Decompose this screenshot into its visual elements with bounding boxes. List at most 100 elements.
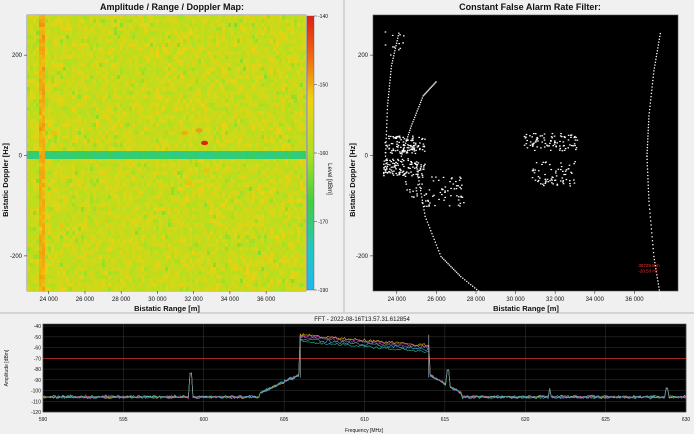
heatmap-cell [144, 191, 147, 195]
heatmap-cell [87, 143, 90, 147]
heatmap-cell [78, 103, 81, 107]
heatmap-cell [186, 191, 189, 195]
heatmap-cell [48, 111, 51, 115]
heatmap-cell [303, 135, 306, 139]
heatmap-cell [174, 127, 177, 131]
heatmap-cell [267, 147, 270, 151]
heatmap-cell [237, 223, 240, 227]
heatmap-cell [180, 111, 183, 115]
heatmap-cell [78, 15, 81, 19]
heatmap-cell [60, 91, 63, 95]
heatmap-cell [132, 191, 135, 195]
heatmap-cell [192, 211, 195, 215]
heatmap-cell [153, 155, 156, 159]
heatmap-cell [129, 99, 132, 103]
heatmap-cell [39, 203, 42, 207]
heatmap-cell [180, 191, 183, 195]
heatmap-cell [33, 131, 36, 135]
heatmap-cell [204, 175, 207, 179]
heatmap-cell [42, 215, 45, 219]
heatmap-cell [87, 127, 90, 131]
heatmap-cell [153, 83, 156, 87]
heatmap-cell [156, 159, 159, 163]
heatmap-cell [294, 31, 297, 35]
heatmap-cell [297, 63, 300, 67]
heatmap-cell [216, 227, 219, 231]
heatmap-cell [279, 127, 282, 131]
heatmap-cell [153, 151, 156, 155]
heatmap-cell [264, 147, 267, 151]
heatmap-cell [51, 39, 54, 43]
heatmap-cell [288, 95, 291, 99]
heatmap-cell [249, 171, 252, 175]
heatmap-cell [87, 91, 90, 95]
heatmap-cell [171, 211, 174, 215]
heatmap-cell [117, 175, 120, 179]
heatmap-cell [192, 199, 195, 203]
heatmap-cell [255, 87, 258, 91]
heatmap-cell [60, 19, 63, 23]
heatmap-cell [153, 27, 156, 31]
heatmap-cell [138, 119, 141, 123]
heatmap-cell [186, 107, 189, 111]
heatmap-cell [78, 107, 81, 111]
heatmap-cell [165, 191, 168, 195]
heatmap-cell [204, 67, 207, 71]
heatmap-cell [171, 191, 174, 195]
heatmap-cell [219, 35, 222, 39]
heatmap-cell [141, 207, 144, 211]
heatmap-cell [297, 107, 300, 111]
heatmap-cell [78, 215, 81, 219]
heatmap-cell [195, 39, 198, 43]
heatmap-cell [117, 51, 120, 55]
heatmap-cell [135, 103, 138, 107]
heatmap-cell [261, 175, 264, 179]
heatmap-cell [258, 127, 261, 131]
heatmap-cell [87, 147, 90, 151]
heatmap-cell [105, 223, 108, 227]
heatmap-cell [207, 71, 210, 75]
heatmap-cell [186, 39, 189, 43]
heatmap-cell [219, 47, 222, 51]
heatmap-cell [231, 139, 234, 143]
heatmap-cell [294, 83, 297, 87]
heatmap-cell [270, 183, 273, 187]
heatmap-cell [84, 103, 87, 107]
heatmap-cell [153, 171, 156, 175]
heatmap-cell [210, 179, 213, 183]
heatmap-cell [243, 147, 246, 151]
heatmap-cell [252, 79, 255, 83]
heatmap-cell [264, 39, 267, 43]
heatmap-cell [207, 135, 210, 139]
heatmap-cell [198, 175, 201, 179]
heatmap-cell [105, 195, 108, 199]
heatmap-cell [171, 203, 174, 207]
heatmap-cell [75, 83, 78, 87]
heatmap-cell [267, 127, 270, 131]
heatmap-cell [294, 203, 297, 207]
heatmap-cell [39, 55, 42, 59]
heatmap-cell [300, 51, 303, 55]
heatmap-cell [69, 155, 72, 159]
heatmap-cell [48, 207, 51, 211]
heatmap-cell [210, 227, 213, 231]
heatmap-cell [99, 23, 102, 27]
heatmap-cell [189, 107, 192, 111]
heatmap-cell [105, 91, 108, 95]
heatmap-cell [240, 167, 243, 171]
heatmap-cell [45, 119, 48, 123]
heatmap-cell [78, 127, 81, 131]
heatmap-cell [120, 67, 123, 71]
heatmap-cell [174, 59, 177, 63]
heatmap-cell [243, 91, 246, 95]
heatmap-cell [33, 227, 36, 231]
heatmap-cell [198, 99, 201, 103]
heatmap-cell [117, 79, 120, 83]
heatmap-cell [147, 175, 150, 179]
heatmap-cell [249, 143, 252, 147]
heatmap-cell [57, 139, 60, 143]
heatmap-cell [207, 179, 210, 183]
heatmap-cell [201, 31, 204, 35]
heatmap-cell [204, 151, 207, 155]
heatmap-cell [141, 127, 144, 131]
